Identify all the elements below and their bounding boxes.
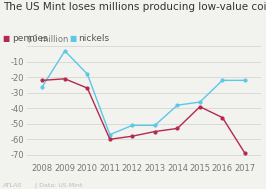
Text: ■: ■ xyxy=(3,34,10,43)
Text: ATLAS: ATLAS xyxy=(3,183,22,188)
Text: | Data: US Mint: | Data: US Mint xyxy=(35,183,82,188)
Text: $0 million: $0 million xyxy=(27,34,68,43)
Text: pennies: pennies xyxy=(12,34,48,43)
Text: The US Mint loses millions producing low-value coins: The US Mint loses millions producing low… xyxy=(3,2,266,12)
Text: ■: ■ xyxy=(69,34,76,43)
Text: nickels: nickels xyxy=(78,34,110,43)
